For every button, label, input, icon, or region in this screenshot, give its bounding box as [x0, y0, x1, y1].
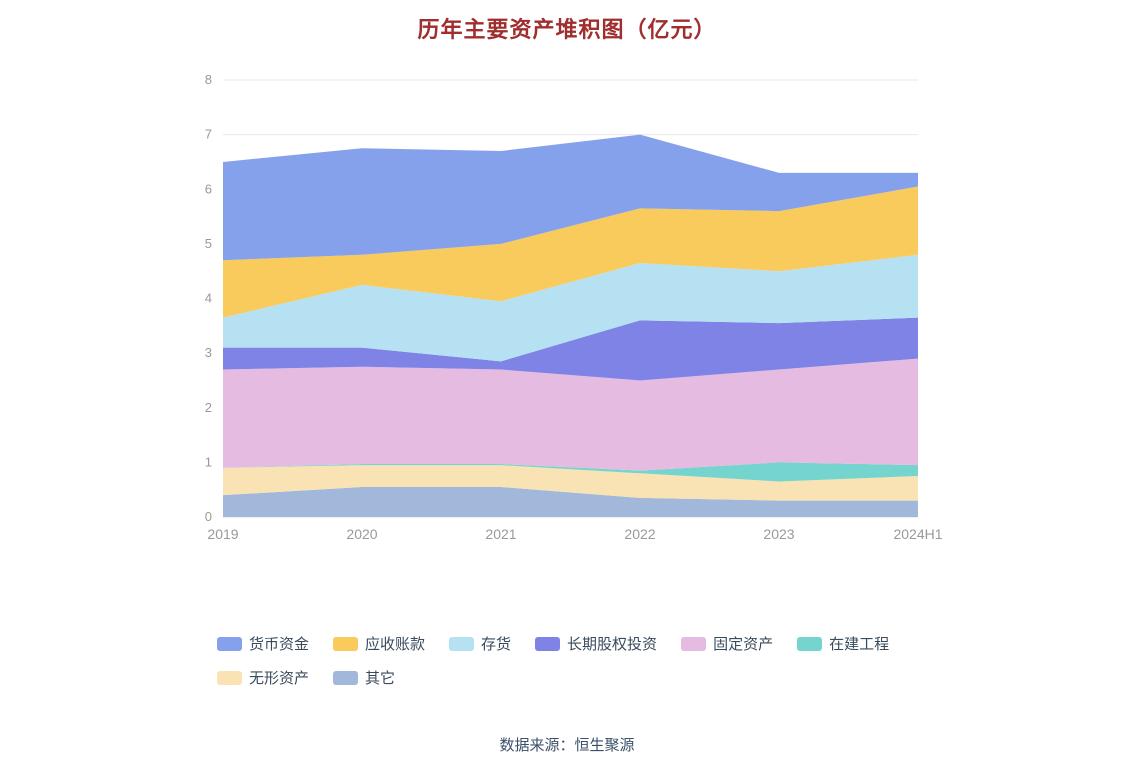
- x-axis-tick-label: 2023: [763, 526, 794, 540]
- area-series: [223, 462, 918, 482]
- legend-label: 长期股权投资: [567, 636, 658, 653]
- y-axis-tick-label: 1: [205, 454, 212, 469]
- chart-title: 历年主要资产堆积图（亿元）: [417, 17, 717, 42]
- legend-marker: [217, 636, 242, 651]
- y-axis-tick-label: 6: [205, 181, 212, 196]
- y-axis-tick-label: 7: [205, 127, 212, 142]
- area-series: [223, 254, 918, 362]
- area-series: [223, 358, 918, 471]
- area-series: [223, 134, 918, 261]
- x-axis-tick-label: 2022: [624, 526, 655, 540]
- legend-item[interactable]: 其它: [333, 667, 395, 688]
- legend-item[interactable]: 在建工程: [797, 633, 889, 654]
- y-axis-tick-label: 2: [205, 400, 212, 415]
- legend-marker: [333, 636, 359, 651]
- legend-label: 存货: [481, 636, 512, 653]
- legend-item[interactable]: 固定资产: [681, 633, 773, 654]
- legend-marker: [681, 636, 707, 651]
- legend-marker: [535, 636, 561, 651]
- x-axis-tick-label: 2021: [485, 526, 516, 540]
- data-source: 数据来源：恒生聚源: [499, 737, 635, 754]
- legend-label: 货币资金: [249, 636, 310, 653]
- chart-legend: 货币资金 应收账款 存货 长期股权投资 固定资产 在建工程无形资产 其它: [217, 633, 917, 688]
- legend-marker: [217, 670, 242, 685]
- x-axis-tick-label: 2024H1: [893, 526, 942, 540]
- legend-label: 其它: [365, 670, 396, 687]
- legend-label: 应收账款: [365, 636, 426, 653]
- legend-item[interactable]: 长期股权投资: [535, 633, 657, 654]
- legend-label: 在建工程: [829, 636, 890, 653]
- legend-item[interactable]: 货币资金: [217, 633, 309, 654]
- y-axis-tick-label: 0: [205, 509, 212, 524]
- chart-canvas: 0 1 2 3 4 5 6 7 8 2019 2020 2021 2022 2023 2024H1: [205, 72, 943, 542]
- legend-marker: [797, 636, 823, 651]
- y-axis-tick-label: 3: [205, 345, 212, 360]
- x-axis-tick-label: 2020: [346, 526, 377, 540]
- area-series: [223, 317, 918, 381]
- legend-label: 无形资产: [249, 670, 310, 687]
- legend-item[interactable]: 应收账款: [333, 633, 425, 654]
- area-series: [223, 186, 918, 318]
- area-series: [223, 465, 918, 501]
- legend-item[interactable]: 无形资产: [217, 667, 309, 688]
- y-axis-tick-label: 5: [205, 236, 212, 251]
- legend-label: 固定资产: [713, 636, 774, 653]
- legend-marker: [333, 670, 359, 685]
- legend-marker: [449, 636, 475, 651]
- legend-item[interactable]: 存货: [449, 633, 511, 654]
- stacked-area-chart: 0 1 2 3 4 5 6 7 8 2019 2020 2021 2022 2023 2024H1: [187, 70, 947, 545]
- y-axis-tick-label: 4: [205, 291, 212, 306]
- y-axis-tick-label: 8: [205, 72, 212, 87]
- area-series: [223, 486, 918, 517]
- x-axis-tick-label: 2019: [207, 526, 238, 540]
